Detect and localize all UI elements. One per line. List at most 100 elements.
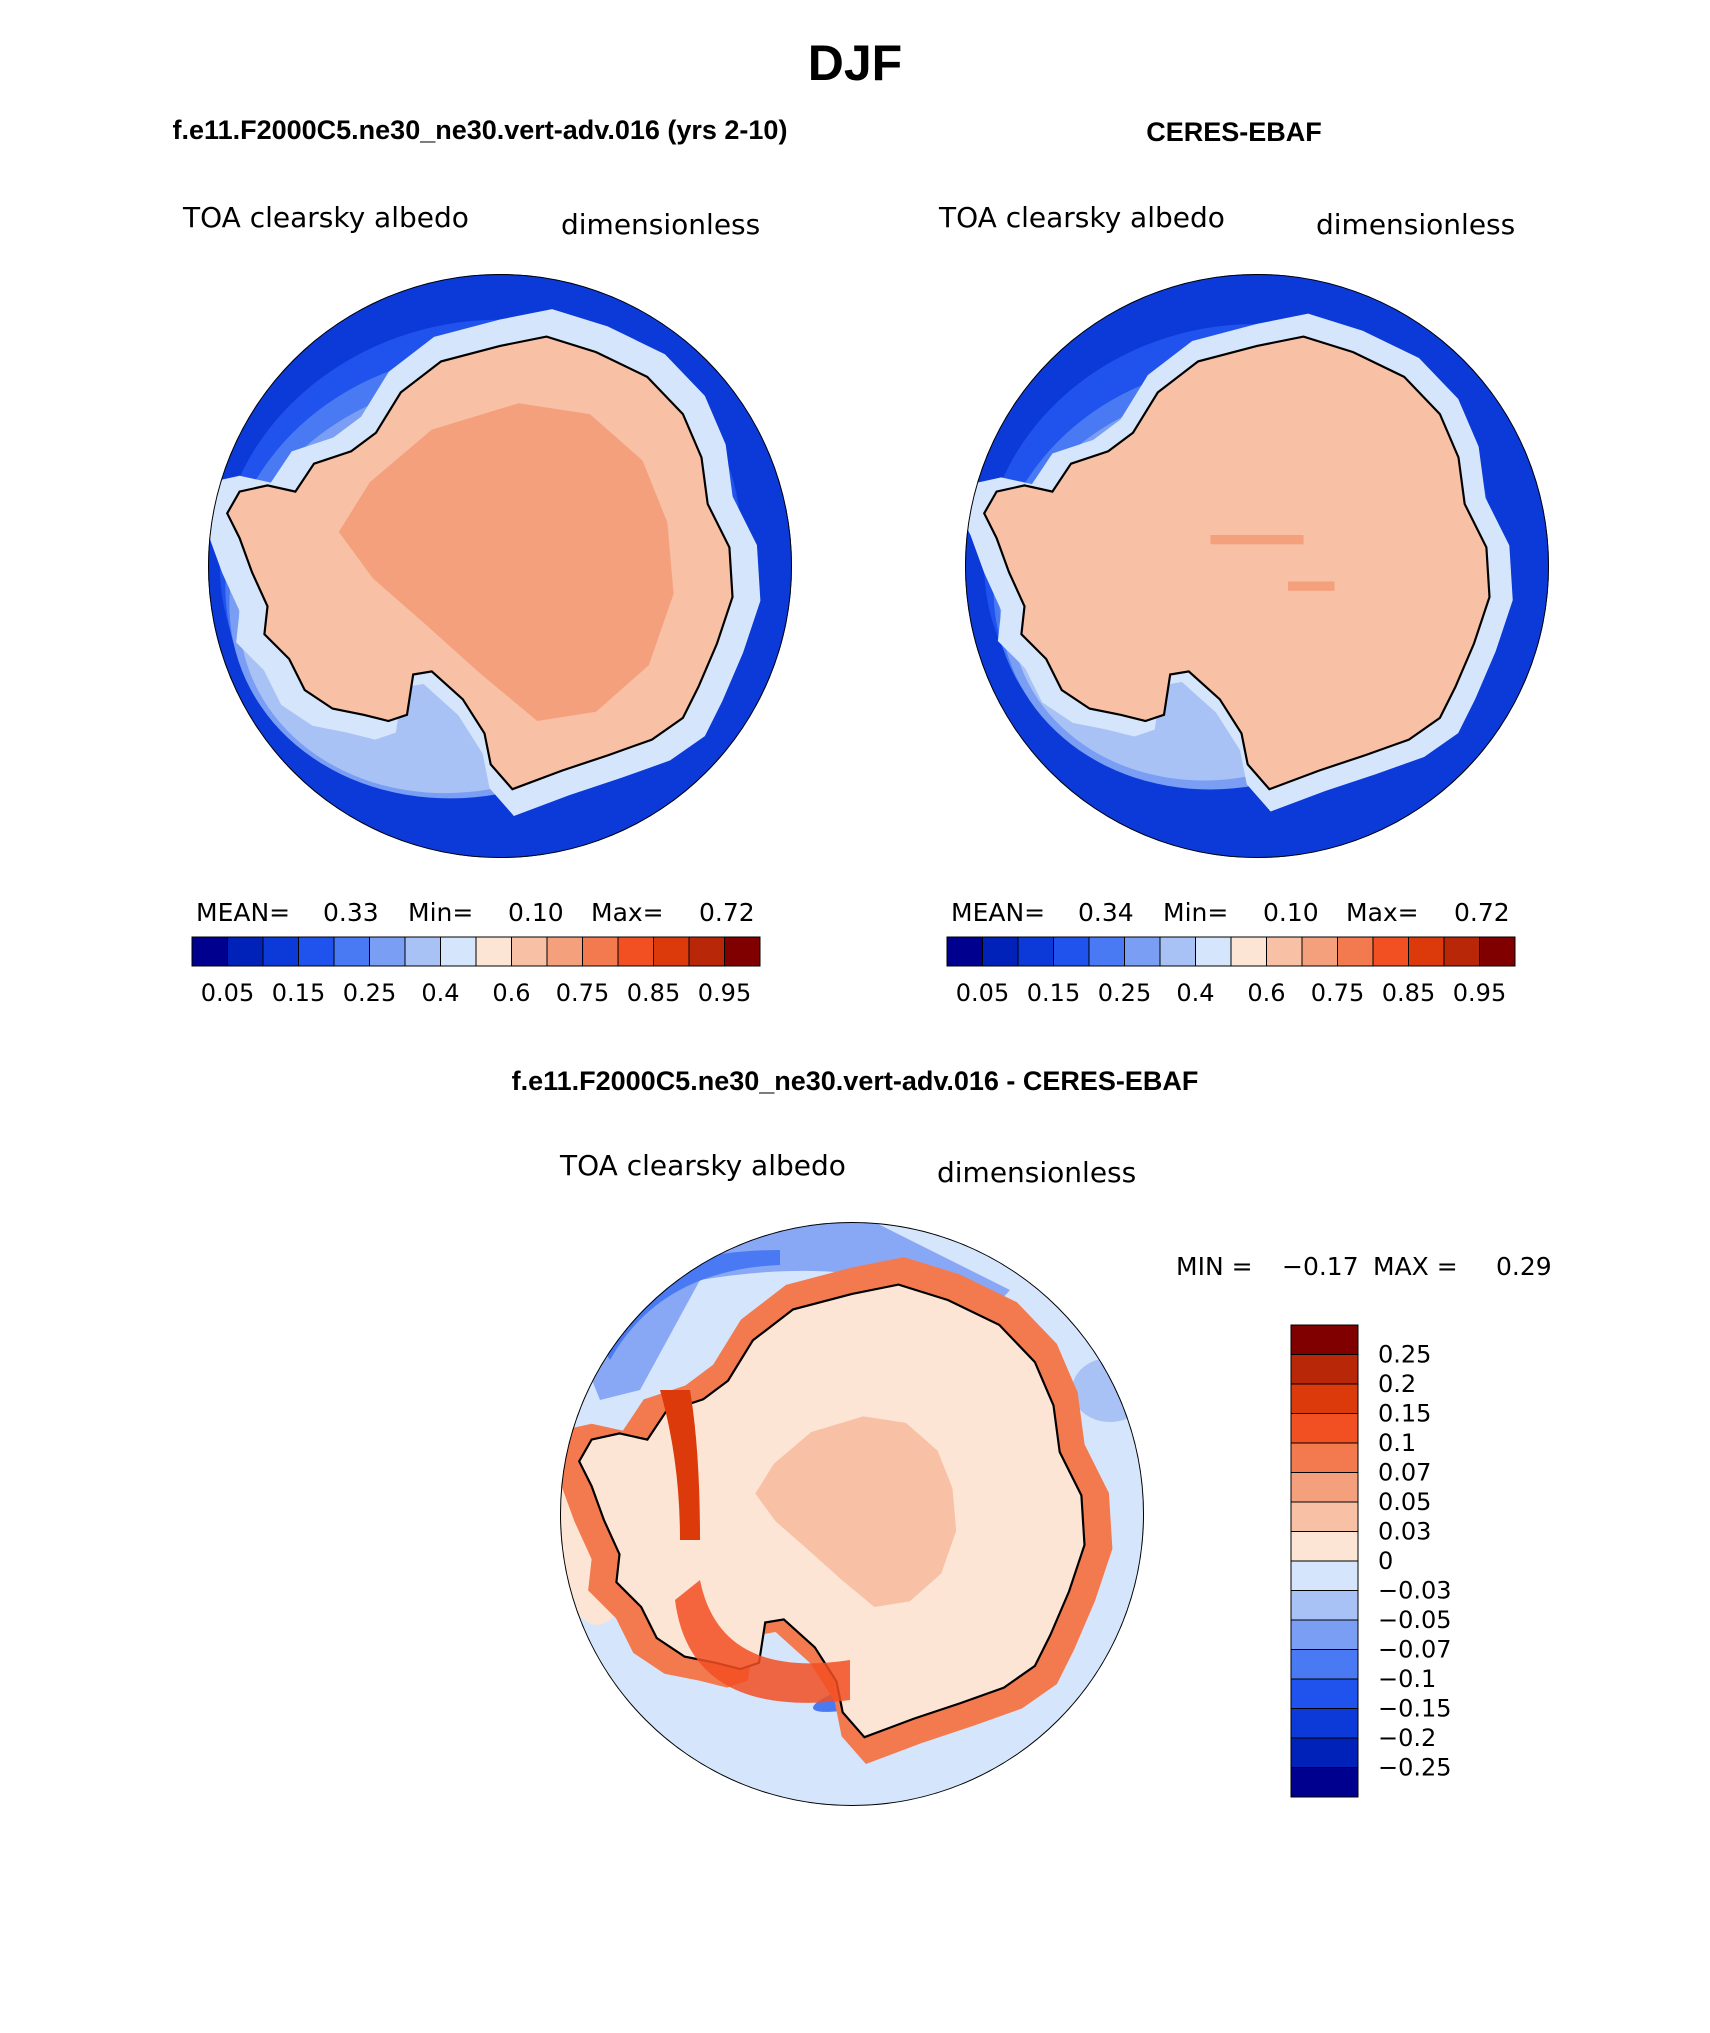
cbar-b-swatch (1479, 936, 1516, 967)
panel-c-stats: MIN = −0.17 MAX = 0.29 (1176, 1252, 1552, 1281)
panel-a-variable: TOA clearsky albedo (182, 201, 469, 234)
cbar-a-swatch (617, 936, 654, 967)
panel-a-units: dimensionless (561, 208, 760, 241)
cbar-c-swatch (1290, 1531, 1359, 1562)
panel-b-units: dimensionless (1316, 208, 1515, 241)
cbar-b-swatch (982, 936, 1019, 967)
panel-b-min-label: Min= (1163, 898, 1228, 927)
cbar-b-swatch (1124, 936, 1161, 967)
cbar-a-tick-label: 0.75 (556, 979, 609, 1007)
panel-c-map (560, 1222, 1144, 1806)
panel-b-title: CERES-EBAF (1146, 117, 1322, 147)
cbar-a-tick-label: 0.85 (627, 979, 680, 1007)
cbar-a-swatch (688, 936, 725, 967)
cbar-b-swatch (1443, 936, 1480, 967)
cbar-c-tick-label: −0.05 (1378, 1606, 1452, 1634)
cbar-c-tick-label: −0.15 (1378, 1695, 1452, 1723)
cbar-c-swatch (1290, 1354, 1359, 1385)
panel-c-min-label: MIN = (1176, 1252, 1253, 1281)
cbar-b-tick-label: 0.75 (1311, 979, 1364, 1007)
cbar-c-tick-label: 0.1 (1378, 1429, 1416, 1457)
cbar-a-swatch (582, 936, 619, 967)
cbar-c-tick-label: −0.2 (1378, 1724, 1436, 1752)
panel-b-max-label: Max= (1346, 898, 1419, 927)
cbar-b-tick-label: 0.25 (1098, 979, 1151, 1007)
cbar-a-swatch (333, 936, 370, 967)
cbar-a-tick-label: 0.95 (698, 979, 751, 1007)
cbar-a-swatch (546, 936, 583, 967)
panel-c: TOA clearsky albedo dimensionless MIN = … (559, 1149, 1552, 1806)
cbar-a-swatch (440, 936, 477, 967)
cbar-a-swatch (653, 936, 690, 967)
cbar-a-swatch (724, 936, 761, 967)
cbar-a-tick-label: 0.4 (421, 979, 459, 1007)
panel-b-colorbar: 0.05 0.15 0.25 0.4 0.6 0.75 0.85 0.95 (946, 936, 1516, 1007)
panel-a-title: f.e11.F2000C5.ne30_ne30.vert-adv.016 (yr… (173, 115, 788, 145)
panel-a: TOA clearsky albedo dimensionless MEAN= … (182, 201, 792, 1007)
panel-c-colorbar: 0.250.20.150.10.070.050.030−0.03−0.05−0.… (1290, 1324, 1452, 1798)
cbar-c-swatch (1290, 1501, 1359, 1532)
cbar-b-swatch (1159, 936, 1196, 967)
page-title: DJF (808, 35, 902, 91)
cbar-c-tick-label: −0.07 (1378, 1636, 1452, 1664)
panel-a-mean-value: 0.33 (323, 898, 379, 927)
cbar-c-tick-label: −0.03 (1378, 1577, 1452, 1605)
cbar-b-swatch (946, 936, 983, 967)
panel-a-max-value: 0.72 (699, 898, 755, 927)
cbar-c-swatch (1290, 1767, 1359, 1798)
panel-b-mean-label: MEAN= (951, 898, 1045, 927)
cbar-b-swatch (1195, 936, 1232, 967)
panel-a-max-label: Max= (591, 898, 664, 927)
cbar-b-tick-label: 0.4 (1176, 979, 1214, 1007)
cbar-c-tick-label: 0.05 (1378, 1488, 1431, 1516)
panel-a-map (208, 274, 792, 858)
cbar-b-swatch (1301, 936, 1338, 967)
panel-a-stats: MEAN= 0.33 Min= 0.10 Max= 0.72 (196, 898, 755, 927)
cbar-c-tick-label: 0 (1378, 1547, 1393, 1575)
cbar-a-swatch (191, 936, 228, 967)
panel-a-min-label: Min= (408, 898, 473, 927)
cbar-c-swatch (1290, 1678, 1359, 1709)
cbar-c-tick-label: 0.25 (1378, 1341, 1431, 1369)
cbar-c-swatch (1290, 1619, 1359, 1650)
panel-b-mean-value: 0.34 (1078, 898, 1134, 927)
cbar-c-swatch (1290, 1590, 1359, 1621)
cbar-a-swatch (262, 936, 299, 967)
cbar-c-swatch (1290, 1737, 1359, 1768)
cbar-c-swatch (1290, 1472, 1359, 1503)
cbar-b-swatch (1337, 936, 1374, 967)
cbar-b-tick-label: 0.05 (956, 979, 1009, 1007)
panel-a-mean-label: MEAN= (196, 898, 290, 927)
cbar-c-swatch (1290, 1442, 1359, 1473)
cbar-a-tick-label: 0.15 (272, 979, 325, 1007)
cbar-c-tick-label: 0.2 (1378, 1370, 1416, 1398)
panel-c-units: dimensionless (937, 1156, 1136, 1189)
panel-b-min-value: 0.10 (1263, 898, 1319, 927)
panel-a-min-value: 0.10 (508, 898, 564, 927)
cbar-b-swatch (1053, 936, 1090, 967)
panel-c-max-label: MAX = (1373, 1252, 1458, 1281)
cbar-a-swatch (227, 936, 264, 967)
cbar-b-swatch (1408, 936, 1445, 967)
cbar-b-tick-label: 0.95 (1453, 979, 1506, 1007)
panel-c-min-value: −0.17 (1282, 1252, 1359, 1281)
cbar-a-swatch (298, 936, 335, 967)
panel-c-title: f.e11.F2000C5.ne30_ne30.vert-adv.016 - C… (512, 1066, 1199, 1096)
cbar-b-swatch (1088, 936, 1125, 967)
cbar-a-swatch (369, 936, 406, 967)
cbar-c-swatch (1290, 1383, 1359, 1414)
cbar-a-swatch (475, 936, 512, 967)
cbar-c-tick-label: −0.1 (1378, 1665, 1436, 1693)
cbar-a-tick-label: 0.6 (492, 979, 530, 1007)
cbar-b-tick-label: 0.6 (1247, 979, 1285, 1007)
cbar-c-swatch (1290, 1649, 1359, 1680)
cbar-c-tick-label: 0.15 (1378, 1400, 1431, 1428)
cbar-b-swatch (1372, 936, 1409, 967)
cbar-b-swatch (1230, 936, 1267, 967)
panel-b-max-value: 0.72 (1454, 898, 1510, 927)
cbar-c-swatch (1290, 1560, 1359, 1591)
panel-c-max-value: 0.29 (1496, 1252, 1552, 1281)
cbar-c-swatch (1290, 1413, 1359, 1444)
panel-b-variable: TOA clearsky albedo (938, 201, 1225, 234)
cbar-a-swatch (511, 936, 548, 967)
